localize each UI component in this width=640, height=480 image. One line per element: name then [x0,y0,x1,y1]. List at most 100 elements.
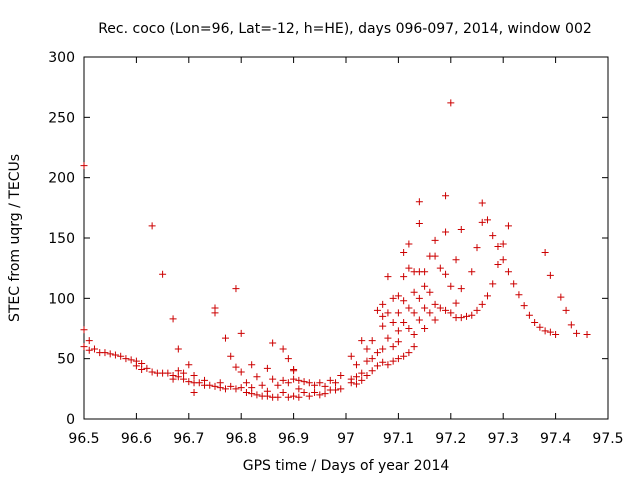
data-point [504,222,512,230]
data-point [358,369,366,377]
x-tick-label: 96.6 [121,431,152,447]
data-point [138,359,146,367]
data-point [352,380,360,388]
y-tick-label: 150 [48,231,75,247]
data-point [368,355,376,363]
data-point [279,345,287,353]
x-tick-label: 97 [337,431,355,447]
data-point [394,355,402,363]
data-point [227,352,235,360]
data-point [373,349,381,357]
data-point [227,382,235,390]
data-point [290,367,298,375]
data-point [394,309,402,317]
data-point [326,376,334,384]
data-point [442,270,450,278]
data-point [221,385,229,393]
data-point [573,329,581,337]
data-point [258,381,266,389]
data-point [405,349,413,357]
data-point [295,385,303,393]
data-point [237,384,245,392]
data-point [127,356,135,364]
data-point [300,388,308,396]
data-point [274,393,282,401]
data-point [457,314,465,322]
data-point [483,292,491,300]
data-point [106,350,114,358]
data-point [169,315,177,323]
data-point [316,379,324,387]
chart-title: Rec. coco (Lon=96, Lat=-12, h=HE), days … [98,21,592,37]
data-point [279,376,287,384]
data-point [384,361,392,369]
data-point [358,376,366,384]
data-point [290,375,298,383]
data-point [499,256,507,264]
data-point [352,361,360,369]
x-tick-label: 97.1 [383,431,414,447]
data-point [263,364,271,372]
x-tick-label: 96.7 [173,431,204,447]
data-point [452,256,460,264]
data-point [431,300,439,308]
data-point [410,343,418,351]
data-point [237,368,245,376]
data-point [394,327,402,335]
data-point [447,99,455,107]
data-point [405,325,413,332]
data-point [242,388,250,396]
data-point [515,291,523,299]
x-tick-label: 96.8 [226,431,257,447]
y-tick-label: 250 [48,110,75,126]
data-point [80,343,88,351]
data-point [80,326,88,334]
data-point [232,385,240,393]
data-point [211,309,219,317]
data-point [148,368,156,376]
data-point [159,270,167,278]
data-point [583,331,591,339]
data-point [473,244,481,252]
data-point [421,268,429,276]
data-point [536,323,544,331]
data-point [400,248,408,256]
data-point [148,222,156,230]
data-point [510,280,518,288]
data-point [562,306,570,314]
data-point [389,318,397,326]
data-point [190,372,198,380]
data-point [400,318,408,326]
data-point [169,375,177,383]
data-point [185,361,193,369]
data-point [384,273,392,281]
data-point [546,271,554,279]
x-tick-label: 97.5 [592,431,623,447]
data-point [248,361,256,369]
data-point [478,300,486,308]
data-point [442,192,450,200]
data-point [85,337,93,345]
data-point [415,198,423,206]
data-point [263,392,271,400]
data-point [442,228,450,236]
y-axis-ticks: 0 50 100 150 200 250 300 [48,50,608,428]
data-point [415,220,423,228]
data-point [284,393,292,401]
data-point [379,322,387,330]
data-point [373,306,381,314]
data-point [442,306,450,314]
plot-frame [83,56,609,420]
data-point [431,316,439,324]
data-point [531,318,539,326]
data-point [300,378,308,386]
data-point [436,304,444,312]
data-point [90,345,98,353]
data-point [274,381,282,389]
data-point [305,392,313,400]
data-point [520,302,528,310]
data-point [368,337,376,345]
data-point [248,384,256,392]
data-point [394,292,402,300]
